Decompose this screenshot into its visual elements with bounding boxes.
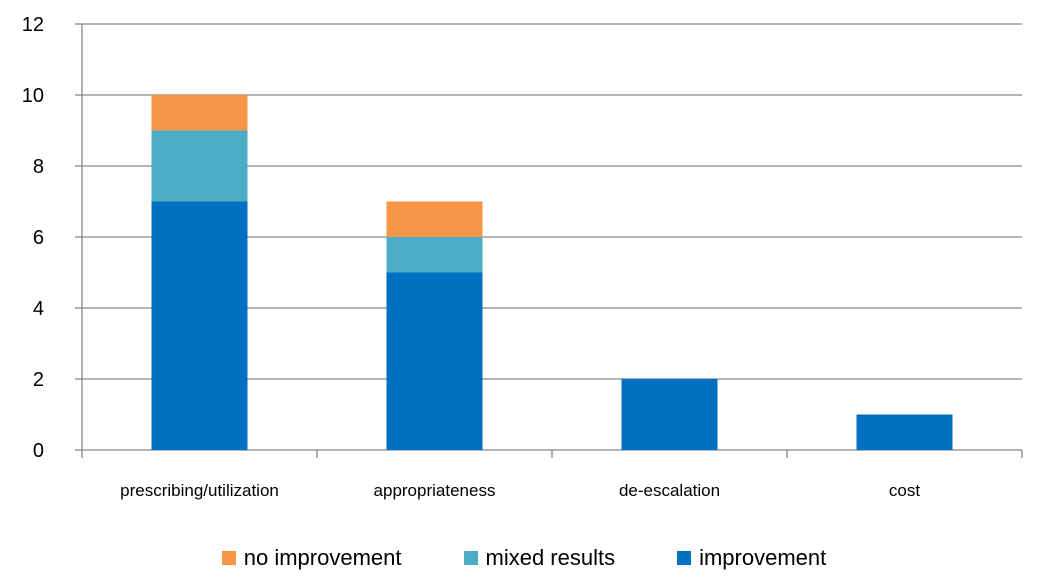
bar-improvement-1 — [386, 272, 483, 450]
legend-item-improvement: improvement — [677, 545, 826, 571]
legend-swatch — [463, 551, 478, 565]
y-tick-label: 4 — [33, 298, 44, 320]
y-tick-label: 12 — [22, 14, 44, 36]
legend-item-mixed-results: mixed results — [463, 545, 616, 571]
x-tick-label: appropriateness — [374, 481, 496, 500]
y-tick-label: 0 — [33, 440, 44, 462]
bar-improvement-3 — [856, 414, 953, 450]
y-axis-ticks: 0 2 4 6 8 10 12 — [22, 14, 44, 462]
bar-mixed-results-0 — [151, 130, 248, 202]
legend-swatch — [677, 551, 692, 565]
x-axis-ticks: prescribing/utilization appropriateness de… — [120, 481, 920, 500]
x-tick-label: de-escalation — [619, 481, 720, 500]
legend: no improvement mixed results improvement — [0, 540, 1048, 576]
stacked-bar-chart: 0 2 4 6 8 10 12 prescribing/utilization appropr… — [22, 14, 1023, 500]
x-tick-label: prescribing/utilization — [120, 481, 279, 500]
legend-label: no improvement — [243, 545, 402, 570]
legend-item-no-improvement: no improvement — [221, 545, 402, 571]
legend-label: improvement — [699, 545, 827, 570]
y-tick-label: 10 — [22, 85, 44, 107]
legend-label: mixed results — [485, 545, 616, 570]
bar-mixed-results-1 — [386, 237, 483, 273]
bar-no-improvement-1 — [386, 201, 483, 237]
legend-swatch — [221, 551, 236, 565]
bar-improvement-2 — [621, 379, 718, 450]
y-tick-label: 8 — [33, 156, 44, 178]
x-tick-label: cost — [889, 481, 920, 500]
bars — [151, 95, 953, 450]
bar-improvement-0 — [151, 201, 248, 450]
bar-no-improvement-0 — [151, 95, 248, 131]
y-tick-label: 6 — [33, 227, 44, 249]
y-tick-label: 2 — [33, 369, 44, 391]
